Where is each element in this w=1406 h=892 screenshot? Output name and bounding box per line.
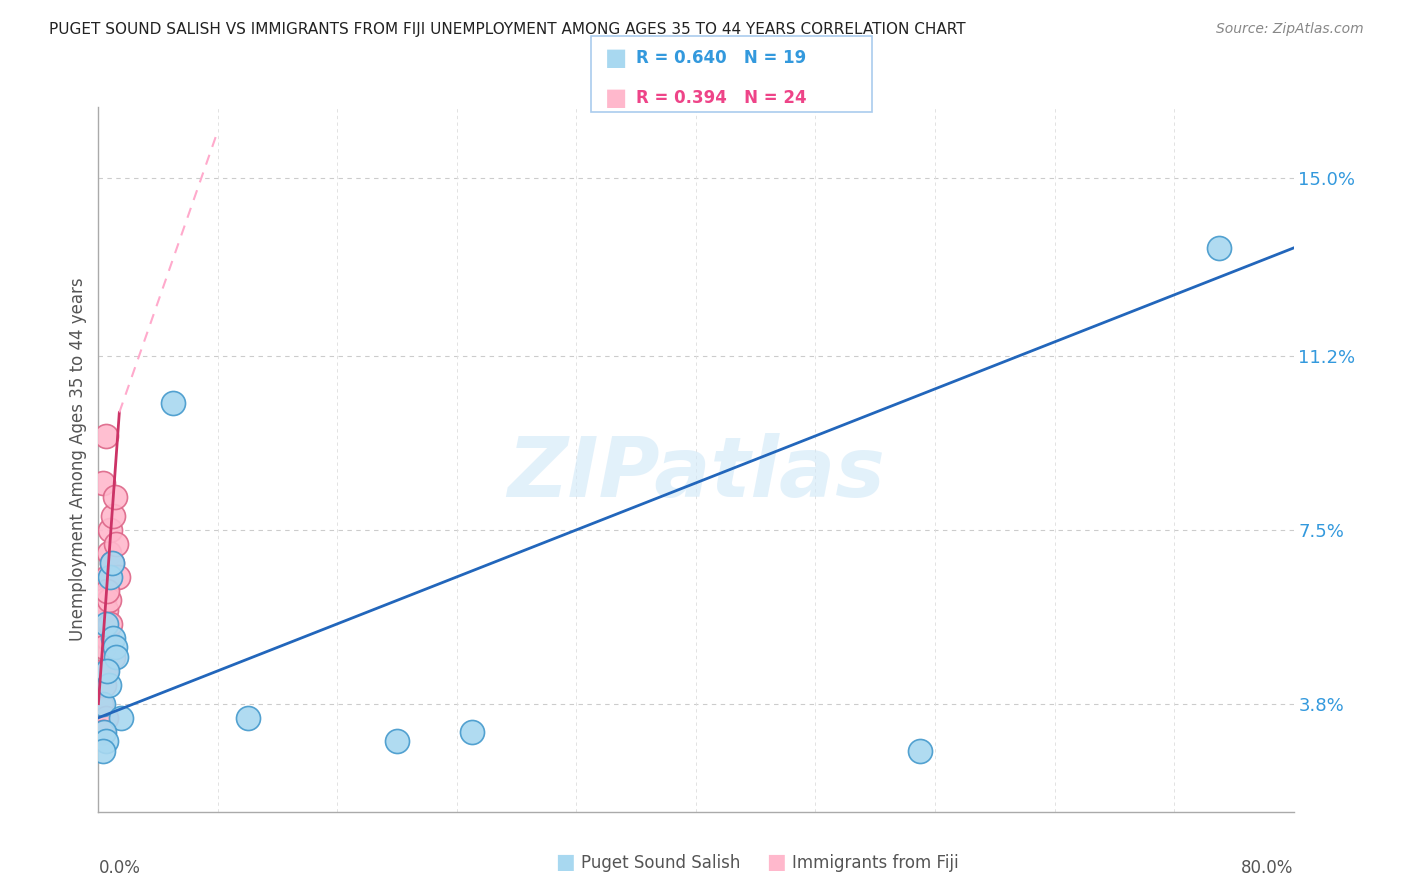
Point — [96, 583, 118, 598]
Point — [103, 631, 125, 645]
Point — [101, 556, 124, 570]
Text: R = 0.640   N = 19: R = 0.640 N = 19 — [636, 49, 806, 67]
Point — [97, 546, 120, 560]
Point — [110, 711, 132, 725]
Text: ■: ■ — [605, 46, 627, 70]
Text: 80.0%: 80.0% — [1241, 859, 1294, 877]
Point — [93, 640, 115, 655]
Point — [1208, 241, 1230, 255]
Point — [105, 649, 128, 664]
Point — [98, 523, 122, 537]
Point — [101, 556, 124, 570]
Y-axis label: Unemployment Among Ages 35 to 44 years: Unemployment Among Ages 35 to 44 years — [69, 277, 87, 641]
Text: 0.0%: 0.0% — [98, 859, 141, 877]
Point — [93, 593, 115, 607]
Point — [91, 744, 114, 758]
Point — [91, 664, 114, 678]
Point — [94, 734, 117, 748]
Point — [94, 664, 117, 678]
Text: R = 0.394   N = 24: R = 0.394 N = 24 — [636, 89, 806, 107]
Text: ■: ■ — [555, 853, 575, 872]
Point — [90, 697, 112, 711]
Point — [91, 724, 114, 739]
Point — [98, 616, 122, 631]
Point — [94, 429, 117, 443]
Point — [96, 631, 118, 645]
Point — [97, 593, 120, 607]
Point — [93, 724, 115, 739]
Point — [385, 734, 409, 748]
Point — [94, 603, 117, 617]
Text: ZIPatlas: ZIPatlas — [508, 433, 884, 514]
Point — [91, 475, 114, 490]
Point — [97, 678, 120, 692]
Point — [908, 744, 931, 758]
Point — [94, 616, 117, 631]
Point — [96, 570, 118, 584]
Point — [91, 697, 114, 711]
Text: ■: ■ — [766, 853, 786, 872]
Point — [103, 508, 125, 523]
Point — [98, 570, 122, 584]
Point — [162, 396, 184, 410]
Text: Immigrants from Fiji: Immigrants from Fiji — [792, 855, 959, 872]
Point — [104, 490, 127, 504]
Text: Source: ZipAtlas.com: Source: ZipAtlas.com — [1216, 22, 1364, 37]
Point — [104, 640, 127, 655]
Point — [103, 649, 125, 664]
Point — [94, 711, 117, 725]
Point — [93, 678, 115, 692]
Text: Puget Sound Salish: Puget Sound Salish — [581, 855, 740, 872]
Point — [96, 664, 118, 678]
Point — [236, 711, 259, 725]
Point — [461, 724, 484, 739]
Point — [107, 570, 129, 584]
Point — [105, 537, 128, 551]
Text: PUGET SOUND SALISH VS IMMIGRANTS FROM FIJI UNEMPLOYMENT AMONG AGES 35 TO 44 YEAR: PUGET SOUND SALISH VS IMMIGRANTS FROM FI… — [49, 22, 966, 37]
Text: ■: ■ — [605, 87, 627, 110]
